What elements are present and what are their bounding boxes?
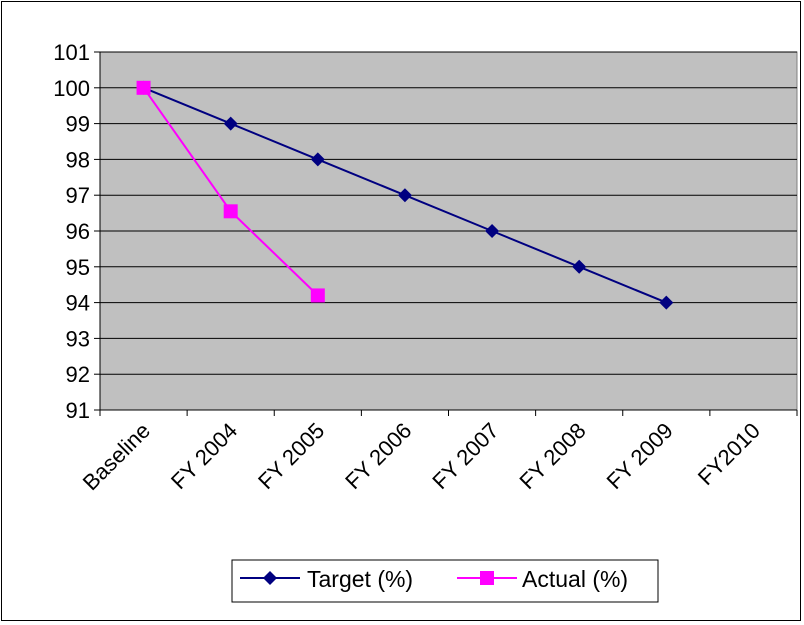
y-tick-label: 101 <box>53 40 90 65</box>
data-point-actual <box>136 80 151 95</box>
data-point-target <box>397 188 412 203</box>
gridlines <box>100 51 797 375</box>
x-tick-label: FY 2005 <box>253 418 329 494</box>
y-tick-label: 94 <box>66 291 90 316</box>
legend-marker-target <box>263 571 277 585</box>
x-axis: Baseline FY 2004 FY 2005 FY 2006 FY 2007 FY 2… <box>78 409 798 495</box>
data-point-target <box>310 152 325 167</box>
legend-label-target: Target (%) <box>307 566 413 592</box>
y-tick-label: 96 <box>66 219 90 244</box>
x-tick-label: FY2010 <box>693 418 765 490</box>
y-tick-label: 91 <box>66 398 90 423</box>
x-tick-label: FY 2008 <box>515 418 591 494</box>
legend-label-actual: Actual (%) <box>522 566 628 592</box>
data-point-actual <box>223 204 238 219</box>
y-tick-label: 99 <box>66 112 90 137</box>
legend-box <box>231 559 659 603</box>
y-tick-label: 93 <box>66 326 90 351</box>
y-tick-label: 92 <box>66 362 90 387</box>
x-tick-label: FY 2009 <box>602 418 678 494</box>
data-point-target <box>659 295 674 310</box>
data-point-target <box>485 224 500 238</box>
x-tick-label: FY 2004 <box>166 418 242 494</box>
data-point-target <box>223 116 238 131</box>
y-tick-label: 95 <box>66 255 90 280</box>
x-tick-label: Baseline <box>78 418 155 495</box>
legend-marker-actual <box>480 571 494 585</box>
series-layer <box>136 80 674 310</box>
data-point-actual <box>310 288 325 303</box>
x-tick-label: FY 2006 <box>340 418 416 494</box>
legend: Target (%) Actual (%) <box>231 559 659 603</box>
y-tick-label: 98 <box>66 147 90 172</box>
data-point-target <box>572 259 587 274</box>
y-axis: 91 92 93 94 95 96 97 98 99 100 101 <box>53 40 101 423</box>
y-tick-label: 97 <box>66 183 90 208</box>
x-tick-label: FY 2007 <box>427 418 503 494</box>
y-tick-label: 100 <box>53 76 90 101</box>
